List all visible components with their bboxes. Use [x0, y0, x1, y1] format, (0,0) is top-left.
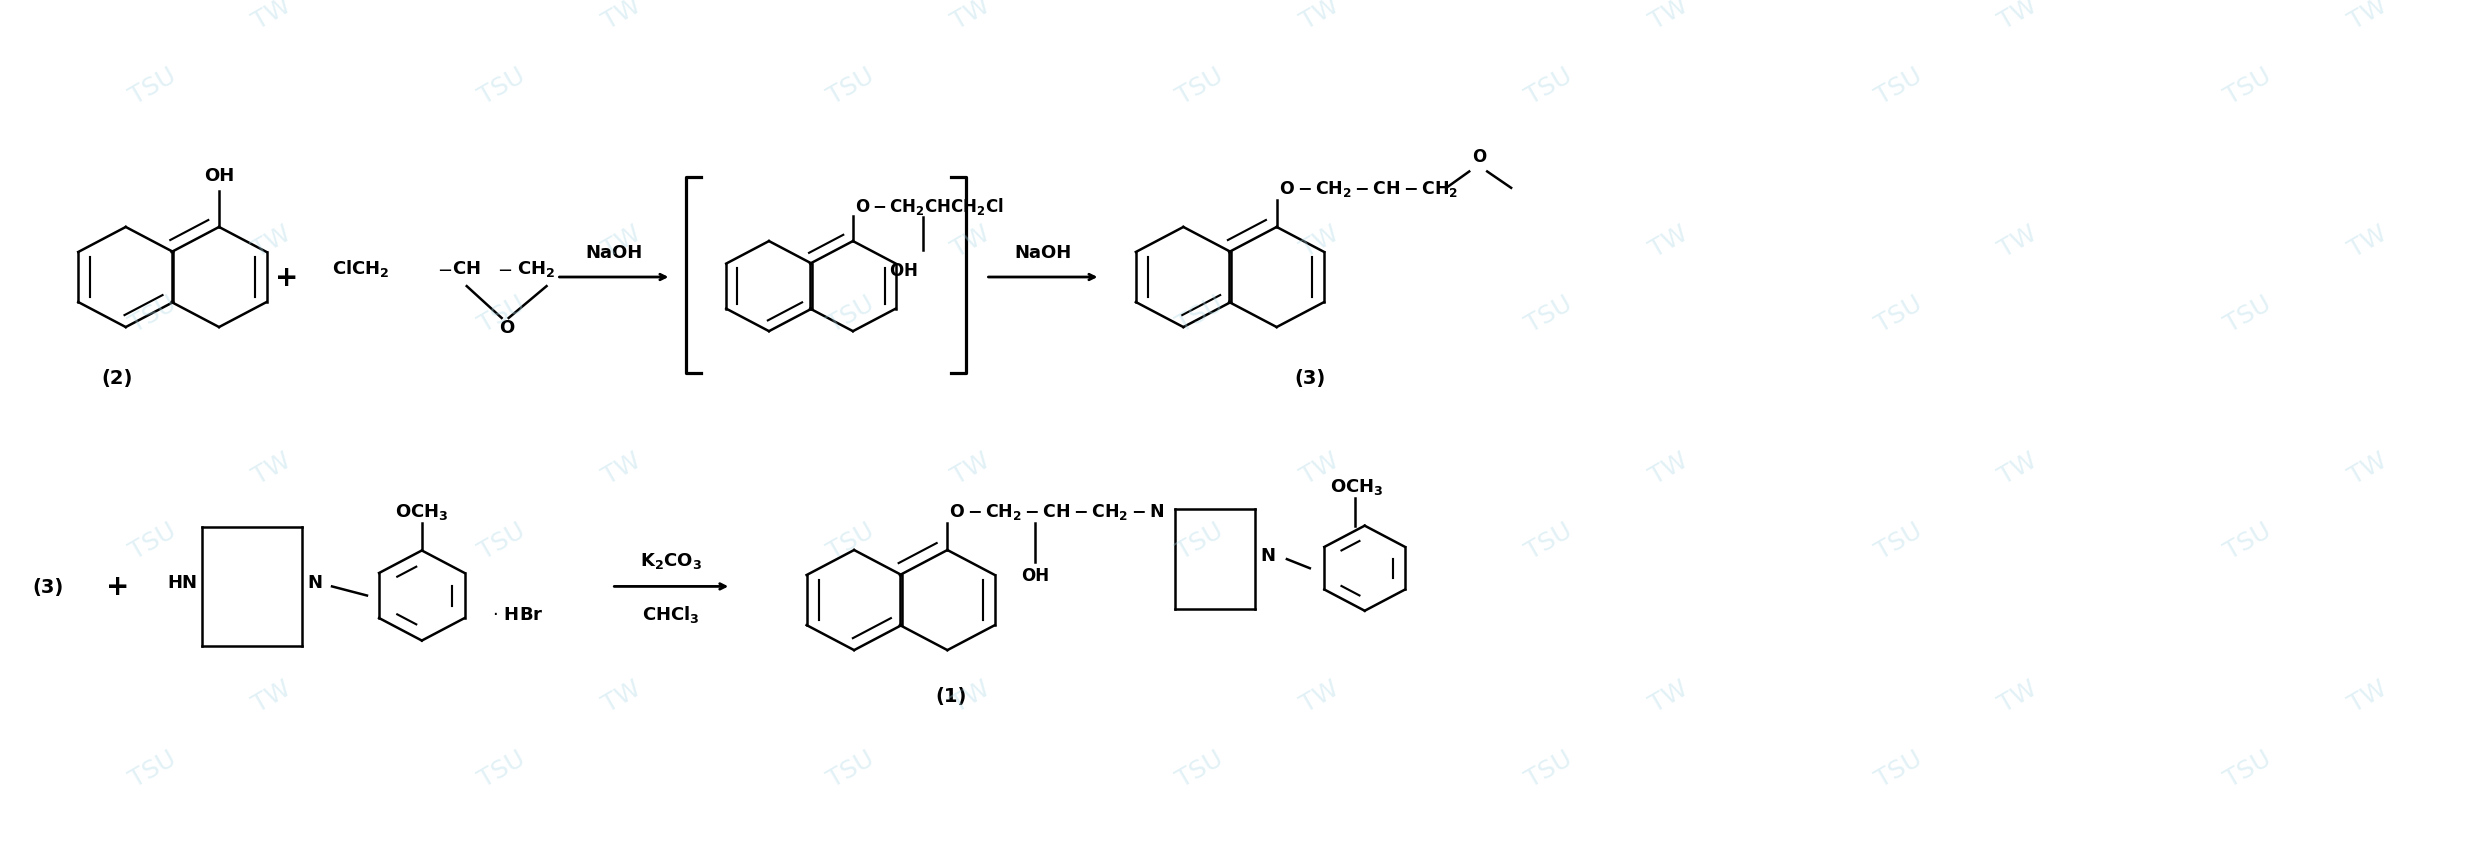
Text: TSU: TSU: [1872, 64, 1927, 110]
Text: TSU: TSU: [2221, 746, 2275, 792]
Text: TW: TW: [598, 448, 645, 489]
Text: TW: TW: [598, 221, 645, 262]
Text: TW: TW: [946, 675, 993, 717]
Text: OH: OH: [1020, 566, 1050, 585]
Text: TSU: TSU: [1872, 746, 1927, 792]
Text: TSU: TSU: [474, 746, 529, 792]
Text: $\mathregular{ClCH_2}$: $\mathregular{ClCH_2}$: [331, 258, 390, 279]
Text: (2): (2): [101, 368, 133, 387]
Text: TW: TW: [249, 221, 296, 262]
Text: TW: TW: [1645, 675, 1692, 717]
Text: TW: TW: [1297, 448, 1344, 489]
Text: $\mathregular{CH}$: $\mathregular{CH}$: [452, 260, 479, 278]
Text: $\mathregular{CHCl_3}$: $\mathregular{CHCl_3}$: [642, 603, 699, 624]
Text: TSU: TSU: [2221, 291, 2275, 337]
Text: NaOH: NaOH: [585, 243, 642, 262]
Text: $-$: $-$: [496, 260, 511, 278]
Text: TW: TW: [946, 221, 993, 262]
Text: TW: TW: [1297, 221, 1344, 262]
Text: NaOH: NaOH: [1015, 243, 1072, 262]
Text: TW: TW: [2344, 675, 2391, 717]
Text: TSU: TSU: [126, 518, 180, 564]
Text: TW: TW: [1645, 0, 1692, 35]
Text: TW: TW: [1645, 221, 1692, 262]
Text: TW: TW: [1996, 221, 2043, 262]
Text: $\mathregular{OCH_3}$: $\mathregular{OCH_3}$: [395, 501, 450, 522]
Text: $\mathregular{O-CH_2CHCH_2Cl}$: $\mathregular{O-CH_2CHCH_2Cl}$: [855, 195, 1003, 216]
Text: TW: TW: [946, 0, 993, 35]
Text: TW: TW: [598, 675, 645, 717]
Text: +: +: [277, 263, 299, 292]
Text: TSU: TSU: [126, 291, 180, 337]
Text: $\mathregular{O-CH_2-CH-CH_2}$: $\mathregular{O-CH_2-CH-CH_2}$: [1279, 179, 1457, 198]
Text: O: O: [499, 319, 514, 337]
Text: TW: TW: [2344, 221, 2391, 262]
Text: O: O: [1472, 148, 1487, 166]
Text: TSU: TSU: [1872, 518, 1927, 564]
Text: TW: TW: [249, 0, 296, 35]
Text: TW: TW: [1996, 675, 2043, 717]
Text: TSU: TSU: [474, 518, 529, 564]
Text: $\mathregular{O-CH_2-CH-CH_2-N}$: $\mathregular{O-CH_2-CH-CH_2-N}$: [948, 501, 1166, 522]
Text: TSU: TSU: [1173, 746, 1228, 792]
Text: $\mathregular{OH}$: $\mathregular{OH}$: [889, 262, 916, 279]
Text: OH: OH: [205, 167, 235, 185]
Text: N: N: [306, 573, 321, 591]
Text: TW: TW: [249, 448, 296, 489]
Text: $\mathregular{K_2CO_3}$: $\mathregular{K_2CO_3}$: [640, 550, 701, 571]
Text: +: +: [106, 573, 128, 601]
Text: TSU: TSU: [823, 746, 879, 792]
Text: TSU: TSU: [126, 746, 180, 792]
Text: TSU: TSU: [126, 64, 180, 110]
Text: TSU: TSU: [1522, 518, 1576, 564]
Text: $-$: $-$: [437, 260, 452, 278]
Text: TSU: TSU: [1872, 291, 1927, 337]
Text: TSU: TSU: [474, 291, 529, 337]
Text: TW: TW: [1996, 0, 2043, 35]
Text: TSU: TSU: [1522, 746, 1576, 792]
Text: TW: TW: [946, 448, 993, 489]
Text: TW: TW: [598, 0, 645, 35]
Text: TW: TW: [1996, 448, 2043, 489]
Text: TW: TW: [1297, 675, 1344, 717]
Text: $\mathregular{OCH_3}$: $\mathregular{OCH_3}$: [1329, 476, 1383, 496]
Text: TSU: TSU: [1173, 291, 1228, 337]
Text: (1): (1): [936, 686, 966, 706]
Text: TSU: TSU: [1522, 291, 1576, 337]
Text: TSU: TSU: [2221, 64, 2275, 110]
Text: HN: HN: [168, 573, 198, 591]
Text: TSU: TSU: [823, 64, 879, 110]
Text: N: N: [1260, 546, 1275, 564]
Text: TW: TW: [2344, 0, 2391, 35]
Text: TW: TW: [1645, 448, 1692, 489]
Text: TW: TW: [1297, 0, 1344, 35]
Text: $\mathregular{CH_2}$: $\mathregular{CH_2}$: [516, 258, 556, 279]
Text: TSU: TSU: [1173, 64, 1228, 110]
Text: (3): (3): [32, 577, 64, 596]
Text: TSU: TSU: [823, 291, 879, 337]
Text: TSU: TSU: [2221, 518, 2275, 564]
Text: TSU: TSU: [1522, 64, 1576, 110]
Text: TSU: TSU: [474, 64, 529, 110]
Text: TW: TW: [2344, 448, 2391, 489]
Text: (3): (3): [1294, 368, 1326, 387]
Text: TSU: TSU: [1173, 518, 1228, 564]
Text: TW: TW: [249, 675, 296, 717]
Text: $\cdot$ HBr: $\cdot$ HBr: [492, 605, 543, 623]
Text: TSU: TSU: [823, 518, 879, 564]
